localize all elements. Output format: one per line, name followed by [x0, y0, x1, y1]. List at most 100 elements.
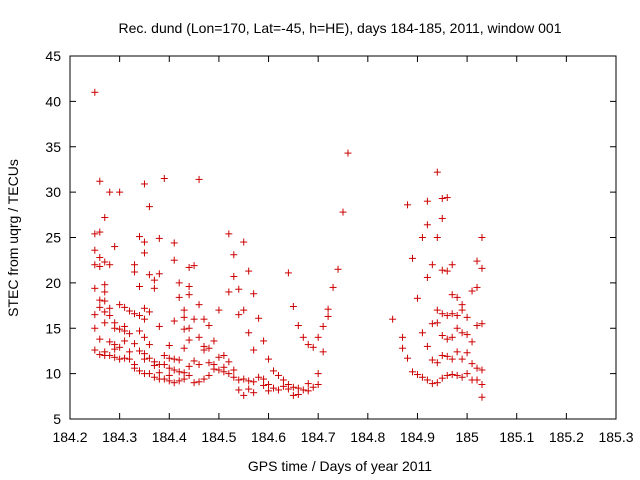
- data-point: [478, 366, 486, 374]
- data-point: [96, 303, 104, 311]
- data-point: [319, 322, 327, 330]
- data-point: [225, 358, 233, 366]
- data-point: [433, 379, 441, 387]
- data-point: [438, 266, 446, 274]
- data-point: [96, 351, 104, 359]
- data-point: [170, 239, 178, 247]
- data-point: [294, 322, 302, 330]
- data-point: [195, 301, 203, 309]
- data-point: [170, 366, 178, 374]
- data-point: [438, 214, 446, 222]
- data-point: [170, 379, 178, 387]
- data-point: [101, 288, 109, 296]
- data-point: [185, 263, 193, 271]
- data-point: [433, 306, 441, 314]
- data-point: [279, 382, 287, 390]
- x-tick-label: 185.3: [598, 429, 633, 445]
- data-point: [220, 368, 228, 376]
- data-point: [145, 308, 153, 316]
- data-point: [185, 336, 193, 344]
- data-point: [106, 338, 114, 346]
- data-point: [230, 366, 238, 374]
- data-point: [106, 188, 114, 196]
- data-point: [255, 314, 263, 322]
- x-tick-label: 185.2: [549, 429, 584, 445]
- data-point: [116, 343, 124, 351]
- data-point: [160, 361, 168, 369]
- data-point: [294, 390, 302, 398]
- data-point: [235, 311, 243, 319]
- data-point: [180, 306, 188, 314]
- data-point: [145, 370, 153, 378]
- data-point: [175, 368, 183, 376]
- data-point: [145, 354, 153, 362]
- data-point: [150, 284, 158, 292]
- data-point: [225, 370, 233, 378]
- data-point: [250, 290, 258, 298]
- data-point: [404, 201, 412, 209]
- chart-title: Rec. dund (Lon=170, Lat=-45, h=HE), days…: [119, 20, 562, 36]
- data-point: [190, 379, 198, 387]
- data-point: [423, 376, 431, 384]
- data-point: [91, 246, 99, 254]
- data-point: [140, 315, 148, 323]
- data-point: [284, 385, 292, 393]
- data-point: [101, 258, 109, 266]
- data-point: [478, 393, 486, 401]
- data-point: [473, 322, 481, 330]
- y-tick-label: 15: [45, 320, 61, 336]
- data-point: [404, 354, 412, 362]
- data-point: [240, 391, 248, 399]
- data-point: [185, 371, 193, 379]
- data-point: [106, 261, 114, 269]
- data-point: [245, 329, 253, 337]
- data-point: [245, 385, 253, 393]
- data-point: [135, 233, 143, 241]
- data-point: [180, 375, 188, 383]
- data-point: [453, 293, 461, 301]
- data-point: [418, 373, 426, 381]
- data-point: [101, 297, 109, 305]
- data-point: [215, 353, 223, 361]
- data-point: [289, 302, 297, 310]
- data-point: [155, 234, 163, 242]
- data-point: [91, 346, 99, 354]
- data-point: [399, 333, 407, 341]
- data-point: [304, 341, 312, 349]
- data-point: [135, 283, 143, 291]
- data-point: [175, 279, 183, 287]
- data-point: [418, 234, 426, 241]
- data-point: [438, 374, 446, 382]
- data-point: [448, 355, 456, 363]
- data-point: [116, 355, 124, 363]
- data-point: [265, 381, 273, 389]
- data-point: [165, 354, 173, 362]
- data-point: [304, 387, 312, 395]
- data-point: [438, 332, 446, 340]
- data-point: [433, 319, 441, 327]
- data-point: [230, 251, 238, 259]
- data-point: [443, 352, 451, 360]
- data-point: [96, 335, 104, 343]
- data-point: [478, 234, 486, 241]
- y-tick-label: 5: [53, 411, 61, 427]
- data-point: [210, 337, 218, 345]
- data-point: [155, 270, 163, 278]
- data-point: [116, 301, 124, 309]
- plot-area-frame: [69, 55, 617, 420]
- data-point: [101, 281, 109, 289]
- data-point: [180, 313, 188, 321]
- data-point: [96, 177, 104, 185]
- data-point: [155, 322, 163, 330]
- data-point: [309, 383, 317, 391]
- data-point: [473, 376, 481, 384]
- data-point: [458, 306, 466, 314]
- data-point: [185, 362, 193, 370]
- data-point: [111, 243, 119, 251]
- data-point: [265, 355, 273, 363]
- data-point: [101, 308, 109, 316]
- data-point: [344, 149, 352, 157]
- y-tick-label: 35: [45, 139, 61, 155]
- data-point: [433, 168, 441, 176]
